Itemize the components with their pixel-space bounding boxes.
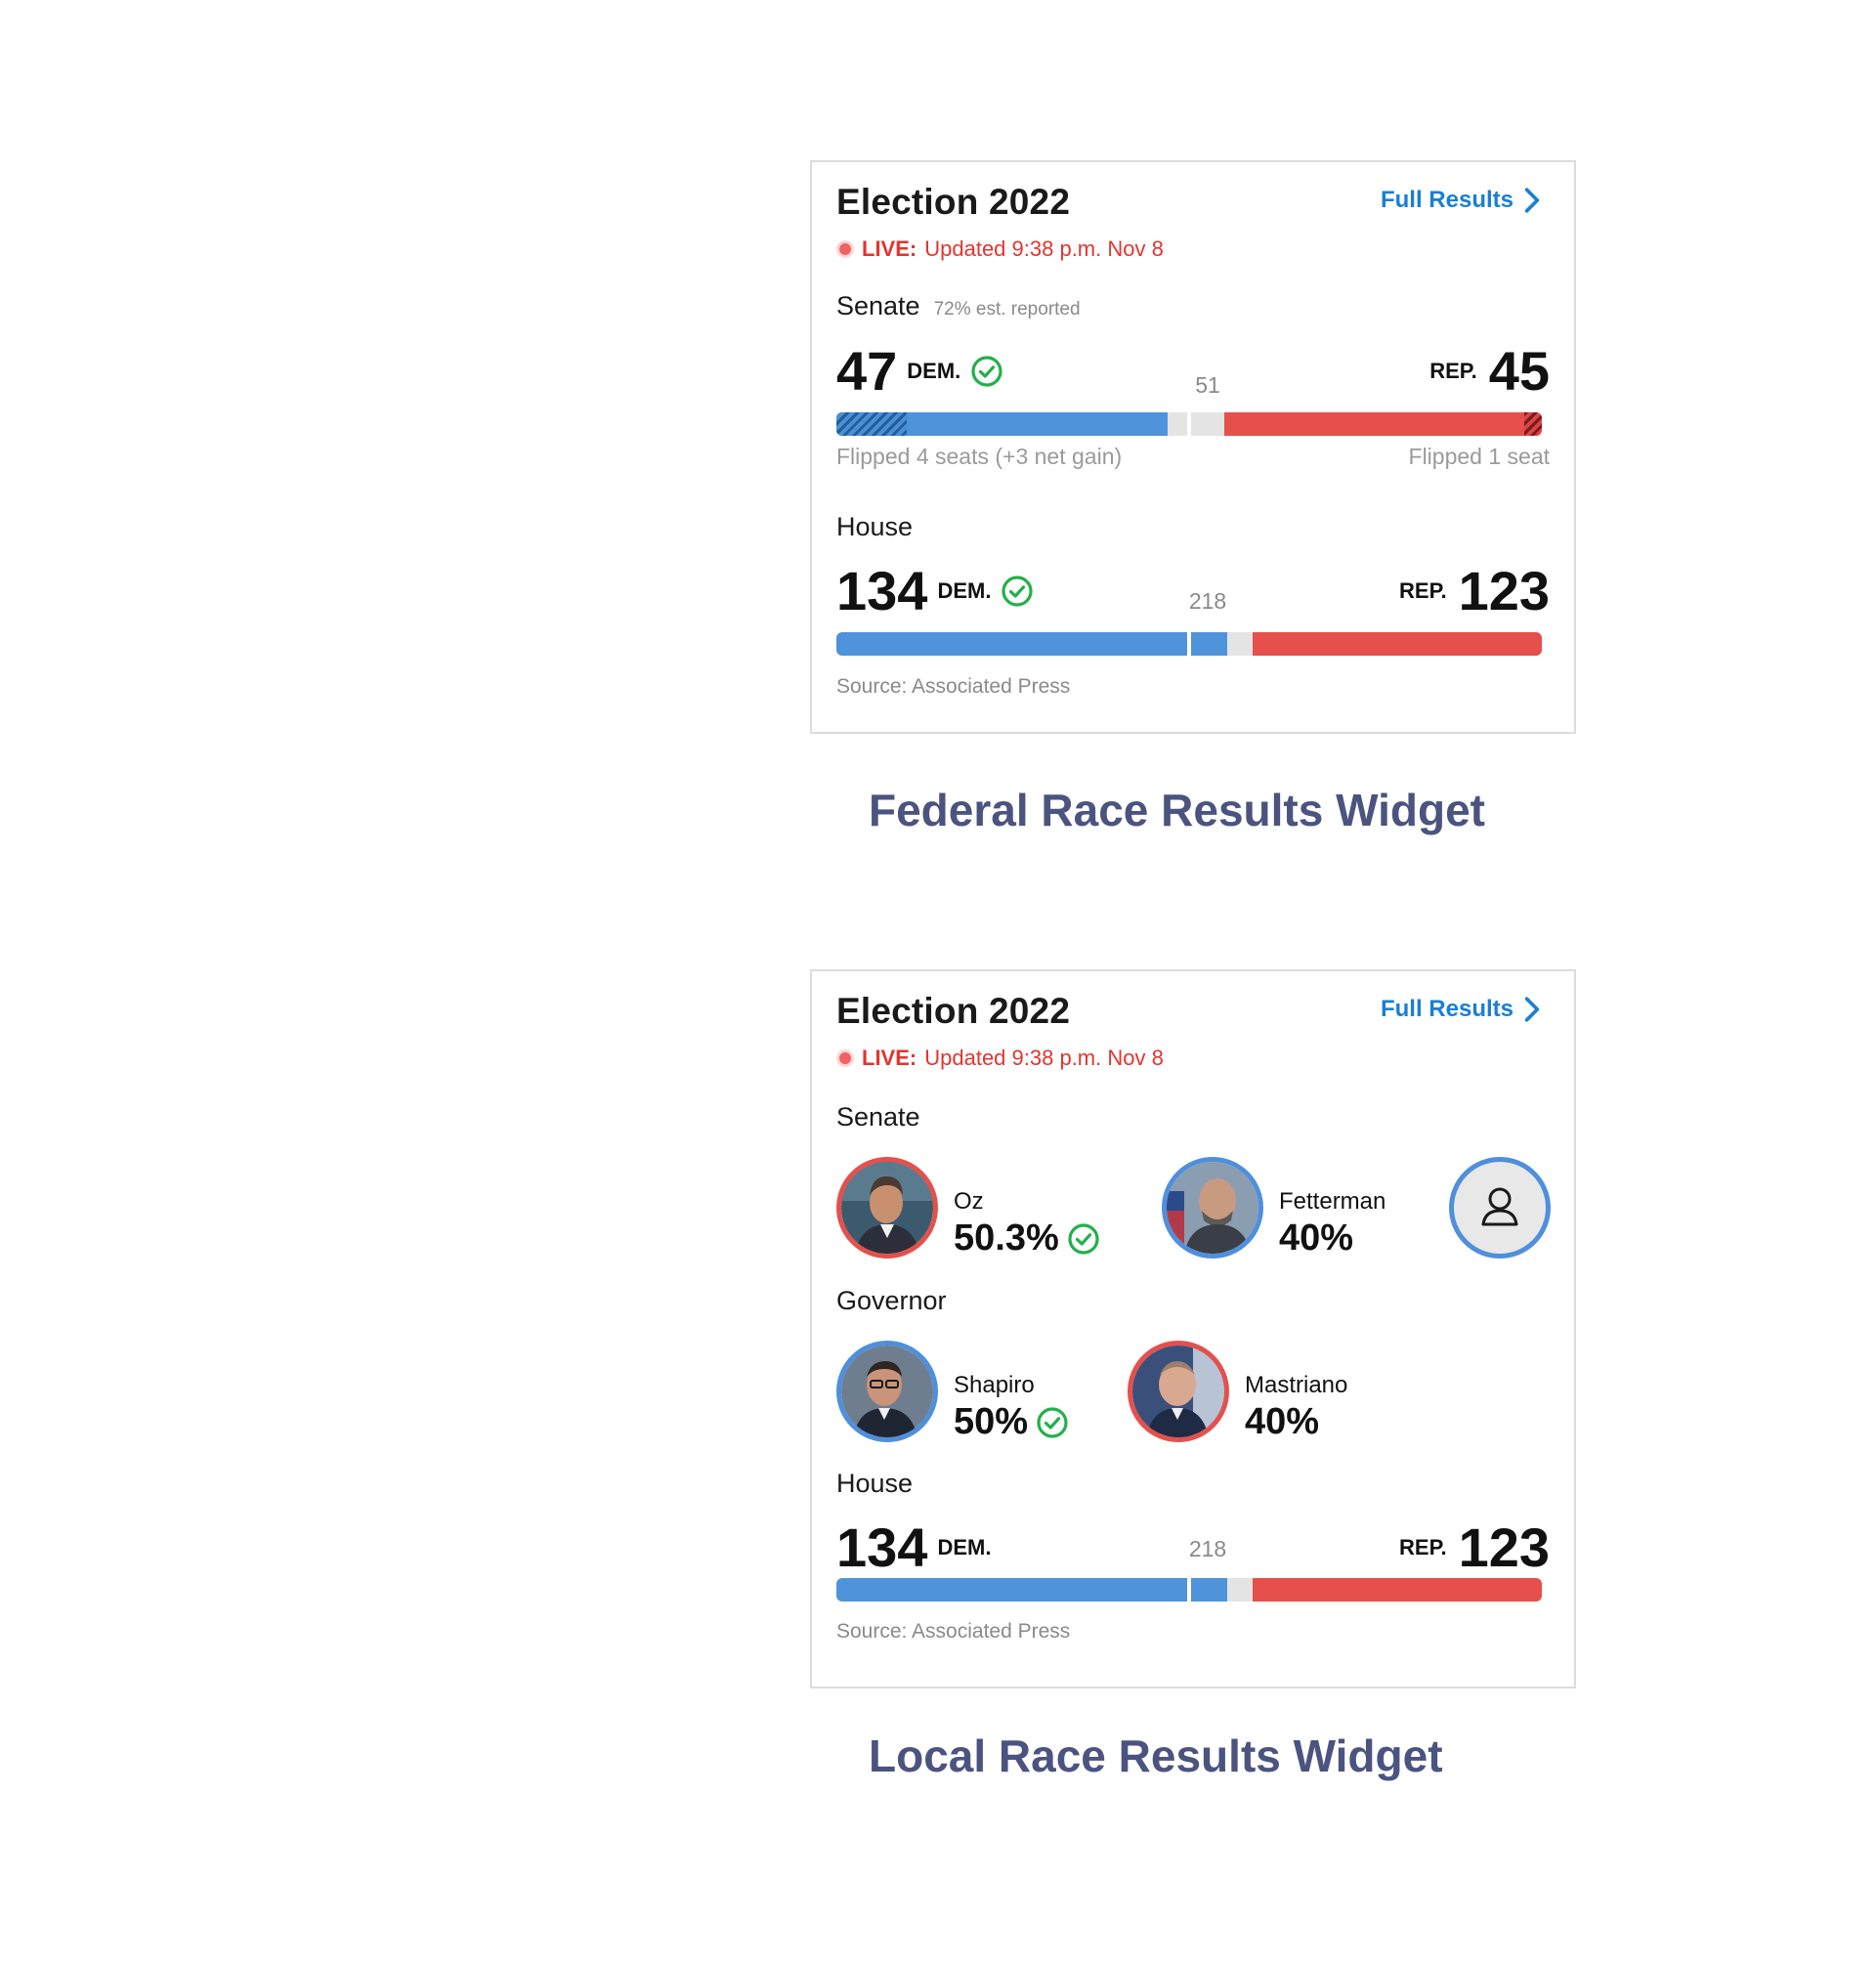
candidate-mastriano-pct: 40% xyxy=(1245,1401,1320,1442)
candidate-fetterman-name: Fetterman xyxy=(1279,1188,1386,1215)
house-rep-seats: 123 xyxy=(1458,1516,1550,1578)
senate-label: Senate xyxy=(836,291,920,320)
governor-label: Governor xyxy=(836,1286,947,1315)
live-label: LIVE: xyxy=(862,1046,917,1070)
house-rep-label: REP. xyxy=(1399,578,1447,603)
senate-rep-label: REP. xyxy=(1429,359,1477,383)
house-rep-tally: REP. 123 xyxy=(1399,1520,1550,1575)
senate-dem-label: DEM. xyxy=(907,359,961,383)
house-dem-label: DEM. xyxy=(937,578,992,603)
live-dot-icon xyxy=(836,1049,854,1067)
house-rep-tally: REP. 123 xyxy=(1399,564,1550,619)
senate-rep-flipped-bar xyxy=(1523,412,1542,436)
senate-dem-seats: 47 xyxy=(836,340,898,402)
senate-seat-bar xyxy=(836,412,1542,436)
check-circle-icon xyxy=(1001,575,1034,608)
candidate-oz-photo[interactable] xyxy=(836,1157,938,1259)
person-icon xyxy=(1481,1187,1518,1226)
check-circle-icon xyxy=(970,355,1003,388)
source-note: Source: Associated Press xyxy=(836,675,1071,698)
senate-rep-bar xyxy=(1224,412,1542,436)
candidate-fetterman-result: 40% xyxy=(1279,1217,1353,1260)
senate-majority-threshold: 51 xyxy=(1195,372,1220,398)
updated-time: Updated 9:38 p.m. Nov 8 xyxy=(924,1046,1164,1070)
house-rep-bar xyxy=(1252,632,1542,656)
check-circle-icon xyxy=(1067,1222,1100,1256)
house-dem-tally: 134 DEM. xyxy=(836,1520,991,1575)
house-majority-marker xyxy=(1187,632,1191,656)
house-seat-bar xyxy=(836,632,1542,656)
widget-title: Election 2022 xyxy=(836,991,1071,1031)
house-rep-seats: 123 xyxy=(1458,560,1550,621)
candidate-mastriano-photo[interactable] xyxy=(1128,1341,1229,1442)
candidate-mastriano-name: Mastriano xyxy=(1245,1372,1348,1398)
house-majority-marker xyxy=(1187,1578,1191,1602)
candidate-fetterman-photo[interactable] xyxy=(1162,1157,1263,1259)
candidate-shapiro-pct: 50% xyxy=(954,1401,1029,1442)
senate-rep-seats: 45 xyxy=(1488,340,1550,402)
house-dem-seats: 134 xyxy=(836,560,928,621)
house-rep-label: REP. xyxy=(1399,1535,1447,1559)
check-circle-icon xyxy=(1036,1406,1069,1439)
updated-time: Updated 9:38 p.m. Nov 8 xyxy=(924,236,1164,261)
candidate-fetterman-pct: 40% xyxy=(1279,1217,1354,1259)
widget-title: Election 2022 xyxy=(836,182,1071,222)
candidate-mastriano-result: 40% xyxy=(1245,1401,1319,1443)
live-dot-icon xyxy=(836,240,854,258)
local-results-widget: Election 2022 Full Results LIVE: Updated… xyxy=(810,969,1576,1688)
senate-dem-flip-note: Flipped 4 seats (+3 net gain) xyxy=(836,444,1123,469)
full-results-link[interactable]: Full Results xyxy=(1381,186,1541,215)
candidate-placeholder-avatar[interactable] xyxy=(1449,1157,1551,1259)
full-results-link[interactable]: Full Results xyxy=(1381,995,1541,1024)
candidate-shapiro-name: Shapiro xyxy=(954,1372,1035,1398)
candidate-shapiro-photo[interactable] xyxy=(836,1341,938,1442)
full-results-label: Full Results xyxy=(1380,187,1514,213)
federal-widget-caption: Federal Race Results Widget xyxy=(869,785,1485,835)
house-label: House xyxy=(836,1469,914,1498)
live-status: LIVE: Updated 9:38 p.m. Nov 8 xyxy=(836,236,1164,262)
senate-rep-flip-note: Flipped 1 seat xyxy=(1408,444,1550,469)
house-dem-bar xyxy=(836,632,1228,656)
house-majority-threshold: 218 xyxy=(1188,588,1227,614)
house-dem-seats: 134 xyxy=(836,1516,928,1578)
house-seat-bar xyxy=(836,1578,1542,1602)
chevron-right-icon xyxy=(1523,995,1541,1024)
senate-label: Senate xyxy=(836,1102,920,1132)
senate-majority-marker xyxy=(1187,412,1191,436)
senate-dem-tally: 47 DEM. xyxy=(836,344,1003,399)
local-widget-caption: Local Race Results Widget xyxy=(869,1730,1443,1781)
house-majority-threshold: 218 xyxy=(1188,1536,1227,1561)
live-status: LIVE: Updated 9:38 p.m. Nov 8 xyxy=(836,1046,1164,1071)
live-label: LIVE: xyxy=(862,236,917,261)
candidate-oz-pct: 50.3% xyxy=(954,1217,1059,1259)
senate-rep-tally: REP. 45 xyxy=(1429,344,1550,399)
candidate-shapiro-result: 50% xyxy=(954,1401,1069,1443)
house-rep-bar xyxy=(1252,1578,1542,1602)
house-dem-bar xyxy=(836,1578,1228,1602)
house-dem-tally: 134 DEM. xyxy=(836,564,1034,619)
chevron-right-icon xyxy=(1523,186,1541,215)
house-dem-label: DEM. xyxy=(937,1535,992,1559)
senate-reported: 72% est. reported xyxy=(933,299,1081,320)
full-results-label: Full Results xyxy=(1380,996,1514,1022)
candidate-oz-name: Oz xyxy=(954,1188,984,1215)
candidate-oz-result: 50.3% xyxy=(954,1217,1100,1260)
senate-dem-flipped-bar xyxy=(836,412,908,436)
federal-results-widget: Election 2022 Full Results LIVE: Updated… xyxy=(810,160,1576,734)
house-label: House xyxy=(836,512,914,541)
source-note: Source: Associated Press xyxy=(836,1620,1071,1643)
senate-heading: Senate 72% est. reported xyxy=(836,291,1081,321)
